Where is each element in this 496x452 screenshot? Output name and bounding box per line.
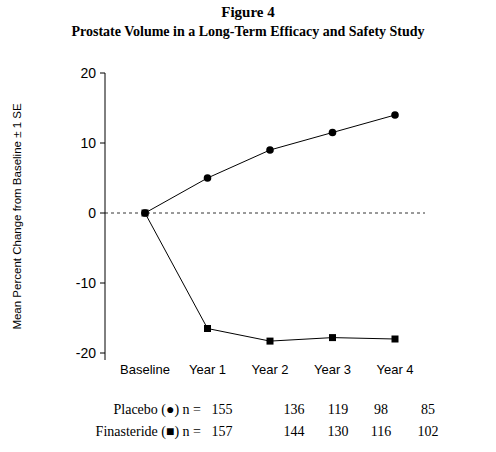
- x-tick-label: Year 2: [251, 362, 288, 377]
- x-tick-label: Year 1: [189, 362, 226, 377]
- y-tick: [100, 353, 105, 354]
- n-value: 102: [418, 424, 439, 439]
- x-tick-label: Baseline: [120, 362, 170, 377]
- y-tick: [100, 283, 105, 284]
- n-value: 157: [212, 424, 233, 439]
- y-tick-label: 0: [88, 205, 96, 221]
- y-tick: [100, 213, 105, 214]
- n-value: 119: [328, 402, 348, 417]
- y-axis-label: Mean Percent Change from Baseline ± 1 SE: [11, 103, 23, 330]
- marker: [204, 174, 212, 182]
- n-value: 155: [212, 402, 233, 417]
- chart: Figure 4 Prostate Volume in a Long-Term E…: [0, 0, 496, 452]
- x-tick-label: Year 3: [314, 362, 351, 377]
- marker: [204, 325, 211, 332]
- marker: [329, 334, 336, 341]
- marker: [392, 336, 399, 343]
- title: Figure 4: [221, 4, 275, 20]
- y-tick-label: -10: [76, 275, 96, 291]
- subtitle: Prostate Volume in a Long-Term Efficacy …: [71, 24, 424, 39]
- marker: [142, 210, 149, 217]
- marker: [267, 338, 274, 345]
- n-value: 130: [328, 424, 349, 439]
- y-tick-label: -20: [76, 345, 96, 361]
- zero-line: [105, 213, 425, 214]
- plot-area: [141, 111, 399, 344]
- marker: [266, 146, 274, 154]
- y-tick-label: 10: [80, 135, 96, 151]
- n-value: 144: [284, 424, 305, 439]
- series-line: [145, 213, 395, 341]
- y-tick: [100, 73, 105, 74]
- n-value: 98: [374, 402, 388, 417]
- n-value: 116: [371, 424, 391, 439]
- marker: [141, 209, 149, 217]
- y-axis-line: [105, 73, 106, 360]
- y-tick-label: 20: [80, 65, 96, 81]
- n-value: 136: [284, 402, 305, 417]
- marker: [329, 129, 337, 137]
- n-row-label: Finasteride (■) n =: [96, 424, 201, 440]
- n-row-label: Placebo (●) n =: [114, 402, 202, 418]
- marker: [391, 111, 399, 119]
- n-value: 85: [421, 402, 435, 417]
- series-line: [145, 115, 395, 213]
- y-tick: [100, 143, 105, 144]
- x-tick-label: Year 4: [376, 362, 413, 377]
